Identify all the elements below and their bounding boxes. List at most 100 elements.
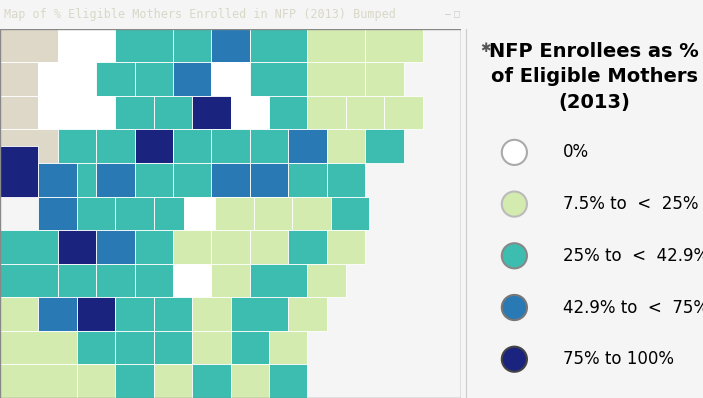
Bar <box>192 96 231 129</box>
Text: 42.9% to  <  75%: 42.9% to < 75% <box>562 298 703 316</box>
Bar <box>292 197 330 230</box>
Bar <box>0 146 39 197</box>
Bar <box>192 331 231 365</box>
Bar <box>184 197 215 230</box>
Bar <box>307 96 346 129</box>
Bar <box>154 197 184 230</box>
Bar <box>288 163 327 197</box>
Bar <box>173 264 212 297</box>
Bar <box>327 163 365 197</box>
Bar <box>250 62 307 96</box>
Bar <box>269 365 307 398</box>
Bar <box>96 62 134 96</box>
Bar <box>250 29 307 62</box>
Bar <box>231 96 269 129</box>
Bar <box>346 96 385 129</box>
Text: NFP Enrollees as %: NFP Enrollees as % <box>489 41 699 60</box>
Bar <box>134 264 173 297</box>
Text: 25% to  <  42.9%: 25% to < 42.9% <box>562 247 703 265</box>
Bar <box>154 365 192 398</box>
Bar <box>115 365 154 398</box>
Bar <box>77 96 115 129</box>
Bar <box>307 29 365 62</box>
Bar <box>212 29 250 62</box>
Bar <box>134 62 173 96</box>
Bar <box>365 62 404 96</box>
Bar <box>96 129 134 163</box>
Bar <box>288 230 327 264</box>
Bar <box>115 29 173 62</box>
Bar <box>231 297 288 331</box>
Bar <box>327 129 365 163</box>
Bar <box>58 264 96 297</box>
Bar <box>77 197 115 230</box>
Bar <box>288 297 327 331</box>
Bar <box>173 230 212 264</box>
Bar <box>212 264 250 297</box>
Bar <box>254 197 292 230</box>
Bar <box>58 230 96 264</box>
Bar <box>0 96 39 129</box>
Bar <box>134 230 173 264</box>
Bar <box>212 163 250 197</box>
Bar <box>0 331 77 365</box>
Bar <box>39 62 96 96</box>
Bar <box>115 197 154 230</box>
Bar <box>0 264 58 297</box>
Bar <box>269 331 307 365</box>
Bar <box>212 62 250 96</box>
Bar <box>39 96 77 129</box>
Bar <box>173 29 212 62</box>
Bar <box>115 331 154 365</box>
Bar <box>77 365 115 398</box>
Text: —: — <box>445 9 451 20</box>
Bar <box>96 230 134 264</box>
Bar <box>269 96 307 129</box>
Bar <box>173 62 212 96</box>
Bar <box>365 29 423 62</box>
Bar <box>192 365 231 398</box>
Bar <box>173 129 212 163</box>
Bar <box>288 129 327 163</box>
Bar <box>154 331 192 365</box>
Bar <box>215 197 254 230</box>
Bar <box>231 365 269 398</box>
Bar <box>0 230 58 264</box>
Bar <box>0 29 58 62</box>
Text: (2013): (2013) <box>558 93 630 112</box>
Bar <box>250 230 288 264</box>
Bar <box>327 230 365 264</box>
Bar <box>307 264 346 297</box>
Bar <box>250 129 288 163</box>
Bar <box>250 264 307 297</box>
Ellipse shape <box>502 140 527 165</box>
Bar <box>39 163 77 197</box>
Bar <box>0 297 39 331</box>
Bar <box>192 297 231 331</box>
Text: 7.5% to  <  25%: 7.5% to < 25% <box>562 195 698 213</box>
Bar <box>250 163 288 197</box>
Bar <box>330 197 369 230</box>
Bar <box>115 96 154 129</box>
Ellipse shape <box>502 191 527 217</box>
Bar <box>58 129 96 163</box>
Bar <box>115 297 154 331</box>
Ellipse shape <box>502 347 527 372</box>
Bar <box>58 29 115 62</box>
Bar <box>39 297 77 331</box>
Text: □: □ <box>454 9 460 20</box>
Text: Map of % Eligible Mothers Enrolled in NFP (2013) Bumped: Map of % Eligible Mothers Enrolled in NF… <box>4 8 395 21</box>
Bar <box>0 62 39 96</box>
Bar <box>212 129 250 163</box>
Bar <box>0 365 77 398</box>
Bar <box>307 62 365 96</box>
Bar <box>173 163 212 197</box>
Bar <box>212 230 250 264</box>
Ellipse shape <box>502 243 527 268</box>
Text: 75% to 100%: 75% to 100% <box>562 350 673 368</box>
Bar <box>365 129 404 163</box>
Text: 0%: 0% <box>562 143 589 161</box>
Bar <box>0 129 58 163</box>
Bar <box>134 163 173 197</box>
Bar <box>96 163 134 197</box>
